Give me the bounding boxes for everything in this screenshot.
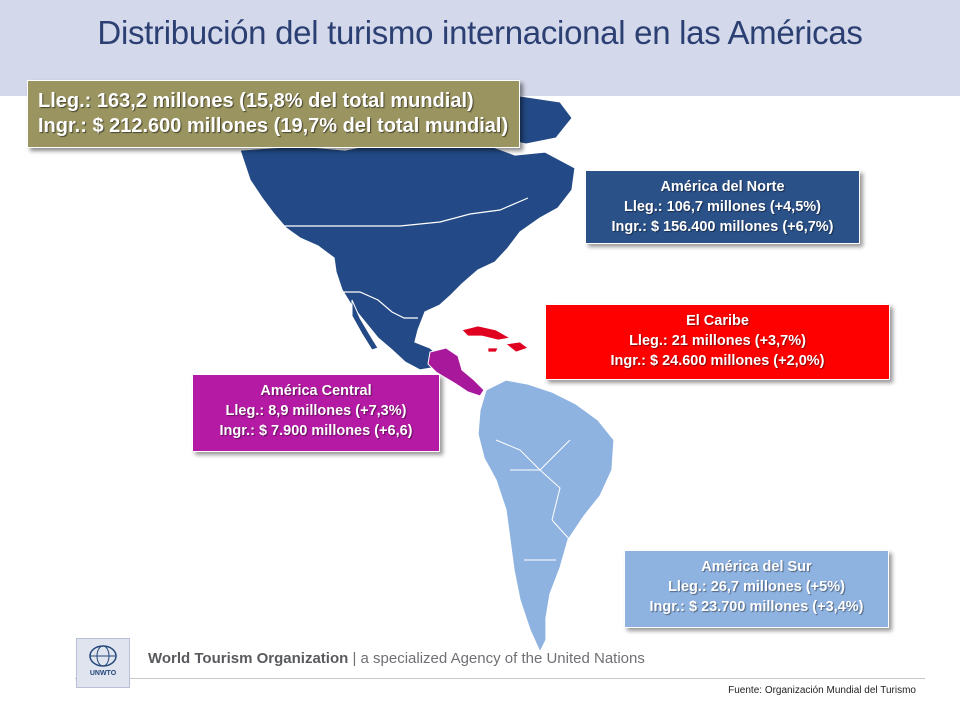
baja-california-peninsula <box>351 299 379 351</box>
page-title: Distribución del turismo internacional e… <box>97 14 863 51</box>
globe-icon <box>89 645 117 667</box>
north-america-arrivals: Lleg.: 106,7 millones (+4,5%) <box>623 199 822 215</box>
summary-arrivals: Lleg.: 163,2 millones (15,8% del total m… <box>38 90 474 112</box>
north-america-receipts: Ingr.: $ 156.400 millones (+6,7%) <box>611 219 834 235</box>
us-mexico-border <box>340 291 418 319</box>
south-america-receipts: Ingr.: $ 23.700 millones (+3,4%) <box>649 599 864 615</box>
central-america-region <box>427 347 485 397</box>
us-canada-border <box>284 197 529 227</box>
organization-line: World Tourism Organization | a specializ… <box>148 650 645 667</box>
north-america-region <box>239 137 576 371</box>
hispaniola-island <box>505 341 529 353</box>
source-note: Fuente: Organización Mundial del Turismo <box>728 685 916 696</box>
caribbean-label-box: El Caribe Lleg.: 21 millones (+3,7%) Ing… <box>545 304 890 380</box>
south-america-arrivals: Lleg.: 26,7 millones (+5%) <box>668 579 845 595</box>
logo-text: UNWTO <box>89 670 117 677</box>
caribbean-arrivals: Lleg.: 21 millones (+3,7%) <box>629 333 806 349</box>
caribbean-name: El Caribe <box>686 313 749 329</box>
north-america-name: América del Norte <box>660 179 785 195</box>
south-america-label-box: América del Sur Lleg.: 26,7 millones (+5… <box>624 550 889 628</box>
cuba-island <box>461 325 512 341</box>
central-america-arrivals: Lleg.: 8,9 millones (+7,3%) <box>225 403 407 419</box>
central-america-label-box: América Central Lleg.: 8,9 millones (+7,… <box>192 374 440 452</box>
jamaica-island <box>487 347 499 353</box>
central-america-name: América Central <box>260 383 372 399</box>
unwto-logo: UNWTO <box>76 638 130 688</box>
south-america-borders <box>495 439 571 561</box>
caribbean-receipts: Ingr.: $ 24.600 millones (+2,0%) <box>610 353 825 369</box>
americas-summary-box: Lleg.: 163,2 millones (15,8% del total m… <box>27 80 520 148</box>
north-america-label-box: América del Norte Lleg.: 106,7 millones … <box>585 170 860 244</box>
footer-divider <box>75 678 925 679</box>
south-america-name: América del Sur <box>701 559 812 575</box>
organization-name: World Tourism Organization <box>148 650 349 667</box>
summary-receipts: Ingr.: $ 212.600 millones (19,7% del tot… <box>38 115 509 137</box>
central-america-receipts: Ingr.: $ 7.900 millones (+6,6) <box>219 423 413 439</box>
organization-tagline: | a specialized Agency of the United Nat… <box>348 650 645 667</box>
south-america-region <box>477 379 615 654</box>
